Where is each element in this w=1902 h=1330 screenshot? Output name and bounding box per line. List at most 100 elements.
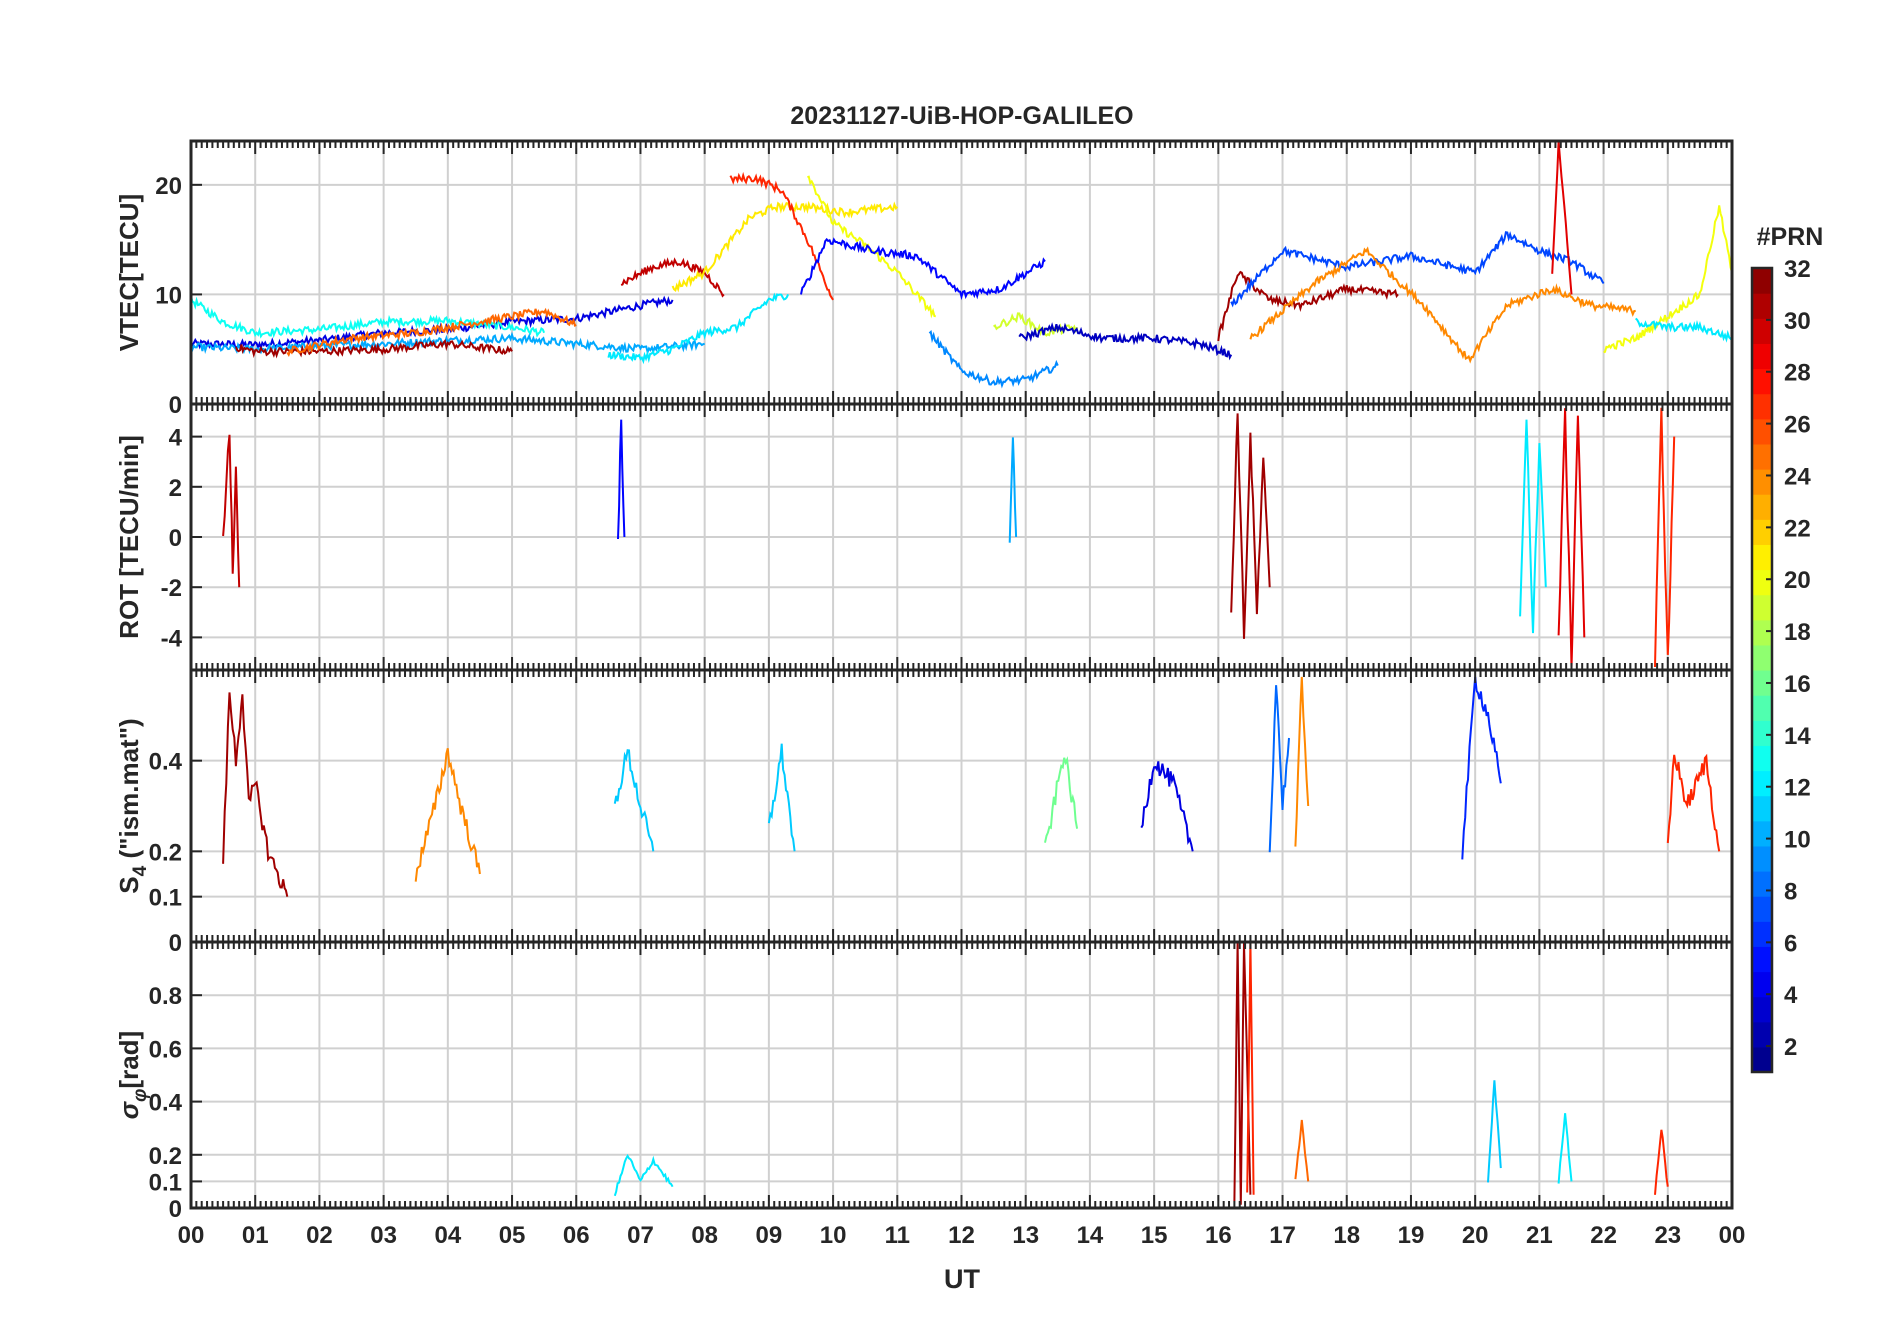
- colorbar-tick-label: 30: [1784, 308, 1811, 335]
- series-line-prn-8: [1268, 685, 1290, 853]
- panel-rot: -4 -2 0 2 4 ROT [TECU/min]: [114, 402, 1734, 672]
- series-line-prn-7: [1230, 231, 1605, 308]
- series-group: [222, 676, 1721, 897]
- x-tick-label: 12: [948, 1222, 975, 1249]
- x-tick-label: 08: [691, 1222, 718, 1249]
- y-axis-label: σφ[rad]: [114, 1031, 151, 1119]
- series-line-prn-13: [191, 295, 546, 339]
- colorbar-segment: [1752, 871, 1772, 897]
- colorbar-tick-label: 32: [1784, 256, 1811, 283]
- y-tick-label: 2: [169, 475, 182, 502]
- y-tick-label: 0: [169, 1196, 182, 1223]
- colorbar-tick-label: 20: [1784, 567, 1811, 594]
- x-tick-label: 21: [1526, 1222, 1553, 1249]
- x-tick-label: 02: [306, 1222, 333, 1249]
- x-tick-label: 00: [1719, 1222, 1746, 1249]
- x-axis-label: UT: [944, 1264, 980, 1294]
- x-tick-label: 13: [1012, 1222, 1039, 1249]
- colorbar-segment: [1752, 293, 1772, 319]
- series-line-prn-12: [1557, 1113, 1573, 1184]
- series-line-prn-31: [1230, 413, 1271, 639]
- series-line-prn-6: [1461, 676, 1502, 860]
- colorbar-segment: [1752, 670, 1772, 696]
- y-tick-label: 0.8: [149, 983, 182, 1010]
- x-tick-label: 09: [756, 1222, 783, 1249]
- series-line-prn-11: [613, 749, 655, 852]
- series-line-prn-31: [1217, 270, 1399, 342]
- series-line-prn-27: [1666, 753, 1721, 852]
- colorbar-segment: [1752, 418, 1772, 445]
- series-line-prn-31: [234, 339, 513, 359]
- colorbar-segment: [1752, 268, 1772, 294]
- colorbar-tick-label: 22: [1784, 515, 1811, 542]
- colorbar-segment: [1752, 644, 1772, 671]
- y-axis-label-sub: 4: [130, 865, 151, 876]
- y-axis-label-rest: ("ism.mat"): [114, 718, 144, 865]
- panels: 0 10 20 VTEC[TECU] -4 -2 02 4 ROT [TECU/min] 0 0.1…: [114, 139, 1746, 1249]
- colorbar-tick-label: 14: [1784, 723, 1811, 750]
- colorbar-segment: [1752, 745, 1772, 772]
- panel-sigma: 00.10.2 0.4 0.6 0.8 σφ[rad] 00 01 02 03 04 05 06 07 0…: [114, 940, 1746, 1249]
- x-tick-label: 23: [1654, 1222, 1681, 1249]
- y-tick-label: 0.2: [149, 1143, 182, 1170]
- y-tick-label: 10: [155, 282, 182, 309]
- colorbar-segment: [1752, 971, 1772, 998]
- colorbar-segment: [1752, 519, 1772, 545]
- colorbar-segment: [1752, 820, 1772, 847]
- colorbar-title: #PRN: [1757, 223, 1824, 251]
- colorbar-tick-label: 6: [1784, 930, 1797, 957]
- colorbar-frame: [1750, 266, 1774, 1074]
- x-tick-label: 00: [178, 1222, 205, 1249]
- y-tick-label: 0: [169, 392, 182, 419]
- colorbar-segment: [1752, 695, 1772, 721]
- colorbar-segment: [1752, 896, 1772, 922]
- colorbar-segment: [1752, 318, 1772, 344]
- colorbar-tick-label: 24: [1784, 463, 1811, 490]
- series-line-prn-3: [1018, 322, 1233, 361]
- y-axis-label-sub: φ: [130, 1089, 151, 1102]
- y-axis-label: VTEC[TECU]: [114, 194, 144, 351]
- series-group: [191, 141, 1732, 389]
- colorbar-tick-label: 8: [1784, 878, 1797, 905]
- series-group: [613, 942, 1669, 1205]
- x-tick-label: 11: [885, 1222, 910, 1249]
- y-axis-label-main: S: [114, 876, 144, 893]
- x-tick-label: 07: [627, 1222, 654, 1249]
- series-line-prn-27: [1654, 1129, 1669, 1195]
- series-line-prn-29: [1551, 141, 1573, 295]
- y-tick-label: -2: [161, 575, 182, 602]
- colorbar-tick-label: 26: [1784, 412, 1811, 439]
- series-line-prn-31: [222, 692, 289, 897]
- series-line-prn-5: [800, 237, 1046, 301]
- colorbar-segment: [1752, 569, 1772, 596]
- y-tick-label: -4: [161, 625, 183, 652]
- series-line-prn-20: [1603, 205, 1732, 354]
- y-tick-label: 0.1: [149, 885, 182, 912]
- y-tick-label: 20: [155, 173, 182, 200]
- x-tick-label: 10: [820, 1222, 847, 1249]
- series-line-prn-30: [620, 257, 725, 298]
- colorbar-segment: [1752, 1021, 1772, 1048]
- y-tick-label: 0.4: [149, 1090, 183, 1117]
- series-line-prn-12: [1519, 419, 1547, 634]
- series-line-prn-12: [613, 1154, 674, 1197]
- colorbar-segment: [1752, 594, 1772, 621]
- y-axis-label-rest: [rad]: [114, 1031, 144, 1089]
- colorbar-segment: [1752, 946, 1772, 973]
- series-line-prn-11: [1487, 1080, 1502, 1183]
- series-line-prn-4: [191, 295, 674, 351]
- panel-vtec: 0 10 20 VTEC[TECU]: [114, 139, 1734, 419]
- colorbar-segment: [1752, 1046, 1772, 1073]
- colorbar-segment: [1752, 795, 1772, 822]
- colorbar-tick-label: 10: [1784, 827, 1811, 854]
- series-line-prn-27: [1654, 407, 1676, 668]
- y-axis-label: ROT [TECU/min]: [114, 435, 144, 639]
- chart-title: 20231127-UiB-HOP-GALILEO: [790, 102, 1133, 130]
- x-tick-label: 22: [1590, 1222, 1617, 1249]
- x-tick-label: 18: [1333, 1222, 1360, 1249]
- series-line-prn-12: [1634, 317, 1732, 343]
- colorbar-tick-label: 2: [1784, 1034, 1797, 1061]
- series-line-prn-24: [1294, 676, 1310, 847]
